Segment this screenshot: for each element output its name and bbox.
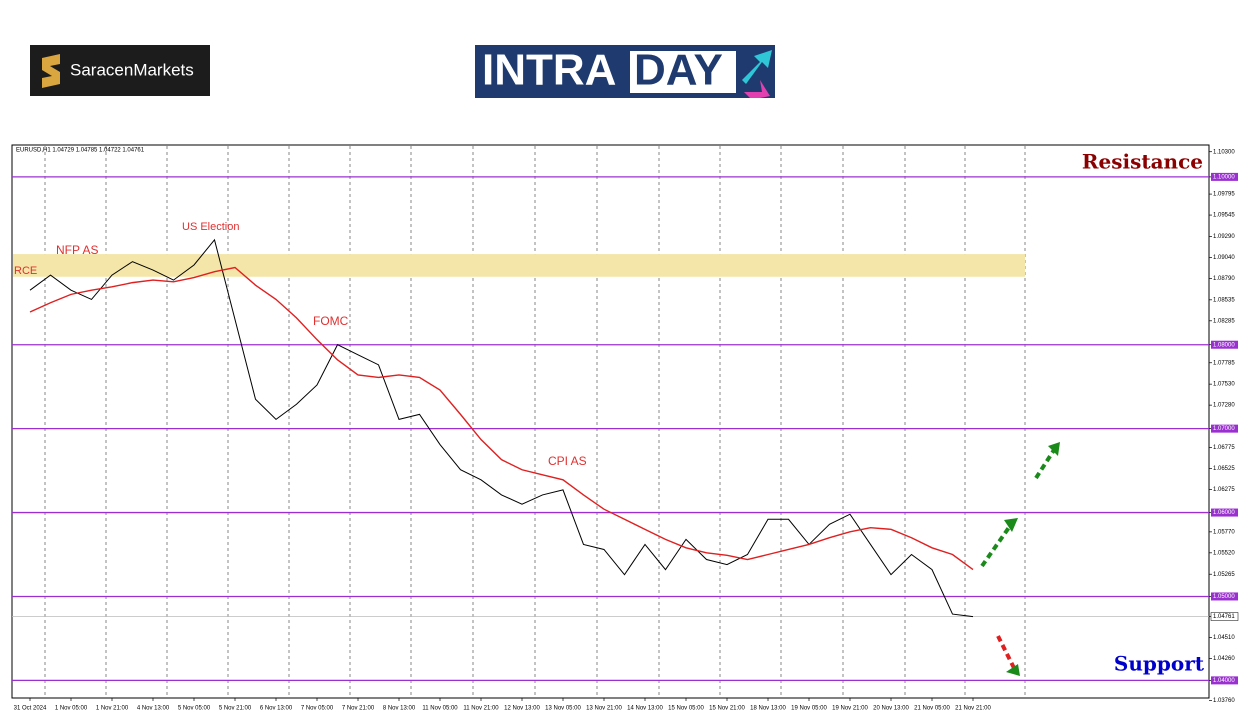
y-tick-label: 1.09290 bbox=[1213, 234, 1235, 240]
annotation: RCE bbox=[14, 265, 37, 277]
plot-frame bbox=[11, 144, 1210, 699]
y-tick-label: 1.07280 bbox=[1213, 403, 1235, 409]
broker-name: SaracenMarkets bbox=[70, 60, 194, 79]
y-tick-label: 1.06000 bbox=[1213, 510, 1235, 516]
brand-part: INTRA bbox=[482, 46, 616, 95]
x-tick-label: 5 Nov 05:00 bbox=[178, 706, 211, 712]
y-tick-label: 1.05520 bbox=[1213, 550, 1235, 556]
annotation: Support bbox=[1114, 652, 1205, 676]
annotation: US Election bbox=[182, 221, 239, 233]
x-tick-label: 20 Nov 13:00 bbox=[873, 706, 909, 712]
y-tick-label: 1.08285 bbox=[1213, 318, 1235, 324]
y-tick-box bbox=[1211, 508, 1238, 517]
symbol-info: EURUSD,H1 1.04729 1.04785 1.04722 1.0476… bbox=[16, 148, 145, 154]
y-tick-label: 1.09040 bbox=[1213, 255, 1235, 261]
x-tick-label: 12 Nov 13:00 bbox=[504, 706, 540, 712]
y-tick-box bbox=[1211, 676, 1238, 685]
y-tick-label: 1.06525 bbox=[1213, 466, 1235, 472]
x-tick-label: 19 Nov 21:00 bbox=[832, 706, 868, 712]
y-tick-label: 1.07785 bbox=[1213, 360, 1235, 366]
y-tick-label: 1.06775 bbox=[1213, 445, 1235, 451]
x-tick-label: 13 Nov 05:00 bbox=[545, 706, 581, 712]
y-tick-label: 1.03760 bbox=[1213, 698, 1235, 704]
x-tick-label: 19 Nov 05:00 bbox=[791, 706, 827, 712]
x-tick-label: 15 Nov 21:00 bbox=[709, 706, 745, 712]
annotation: FOMC bbox=[313, 314, 349, 328]
x-tick-label: 6 Nov 13:00 bbox=[260, 706, 293, 712]
forecast-arrows bbox=[980, 448, 1056, 669]
x-tick-label: 4 Nov 13:00 bbox=[137, 706, 170, 712]
x-tick-label: 11 Nov 05:00 bbox=[422, 706, 458, 712]
brand-part: DAY bbox=[634, 46, 723, 95]
y-tick-label: 1.04761 bbox=[1213, 614, 1235, 620]
x-tick-label: 18 Nov 13:00 bbox=[750, 706, 786, 712]
price-line bbox=[29, 238, 974, 618]
y-tick-label: 1.05265 bbox=[1213, 572, 1235, 578]
y-tick-box bbox=[1211, 172, 1238, 181]
y-tick-label: 1.08000 bbox=[1213, 342, 1235, 348]
y-tick-box bbox=[1211, 340, 1238, 349]
annotation: NFP AS bbox=[56, 243, 98, 257]
x-tick-label: 7 Nov 05:00 bbox=[301, 706, 334, 712]
x-tick-label: 11 Nov 21:00 bbox=[463, 706, 499, 712]
y-tick-box bbox=[1211, 592, 1238, 601]
y-tick-label: 1.09545 bbox=[1213, 213, 1235, 219]
y-tick-label: 1.07000 bbox=[1213, 426, 1235, 432]
x-tick-label: 8 Nov 13:00 bbox=[383, 706, 416, 712]
x-tick-label: 14 Nov 13:00 bbox=[627, 706, 663, 712]
y-tick-label: 1.08790 bbox=[1213, 276, 1235, 282]
y-tick-box bbox=[1211, 424, 1238, 433]
y-tick-label: 1.06275 bbox=[1213, 487, 1235, 493]
x-tick-label: 13 Nov 21:00 bbox=[586, 706, 622, 712]
y-tick-label: 1.04510 bbox=[1213, 635, 1235, 641]
brand-arrow bbox=[744, 80, 770, 98]
broker-logo bbox=[30, 45, 210, 96]
x-tick-label: 31 Oct 2024 bbox=[14, 706, 47, 712]
x-tick-label: 21 Nov 21:00 bbox=[955, 706, 991, 712]
x-tick-label: 7 Nov 21:00 bbox=[342, 706, 375, 712]
x-tick-label: 1 Nov 21:00 bbox=[96, 706, 129, 712]
y-tick-label: 1.07530 bbox=[1213, 382, 1235, 388]
brand-box bbox=[630, 51, 736, 93]
y-tick-label: 1.04000 bbox=[1213, 678, 1235, 684]
y-tick-label: 1.10000 bbox=[1213, 174, 1235, 180]
x-tick-label: 5 Nov 21:00 bbox=[219, 706, 252, 712]
annotation: CPI AS bbox=[548, 454, 587, 468]
y-tick-label: 1.08535 bbox=[1213, 297, 1235, 303]
moving-average bbox=[29, 266, 974, 571]
y-tick-label: 1.09795 bbox=[1213, 192, 1235, 198]
time-grid bbox=[44, 146, 1026, 697]
x-tick-label: 1 Nov 05:00 bbox=[55, 706, 88, 712]
x-tick-label: 21 Nov 05:00 bbox=[914, 706, 950, 712]
annotation: Resistance bbox=[1082, 150, 1203, 174]
brand-arrow bbox=[742, 50, 772, 84]
y-tick-label: 1.05000 bbox=[1213, 594, 1235, 600]
resistance-zone bbox=[13, 254, 1025, 277]
y-tick-box bbox=[1210, 612, 1239, 621]
broker-icon bbox=[42, 54, 60, 88]
x-tick-label: 15 Nov 05:00 bbox=[668, 706, 704, 712]
y-tick-label: 1.10300 bbox=[1213, 149, 1235, 155]
y-tick-label: 1.05770 bbox=[1213, 529, 1235, 535]
y-tick-label: 1.04260 bbox=[1213, 656, 1235, 662]
